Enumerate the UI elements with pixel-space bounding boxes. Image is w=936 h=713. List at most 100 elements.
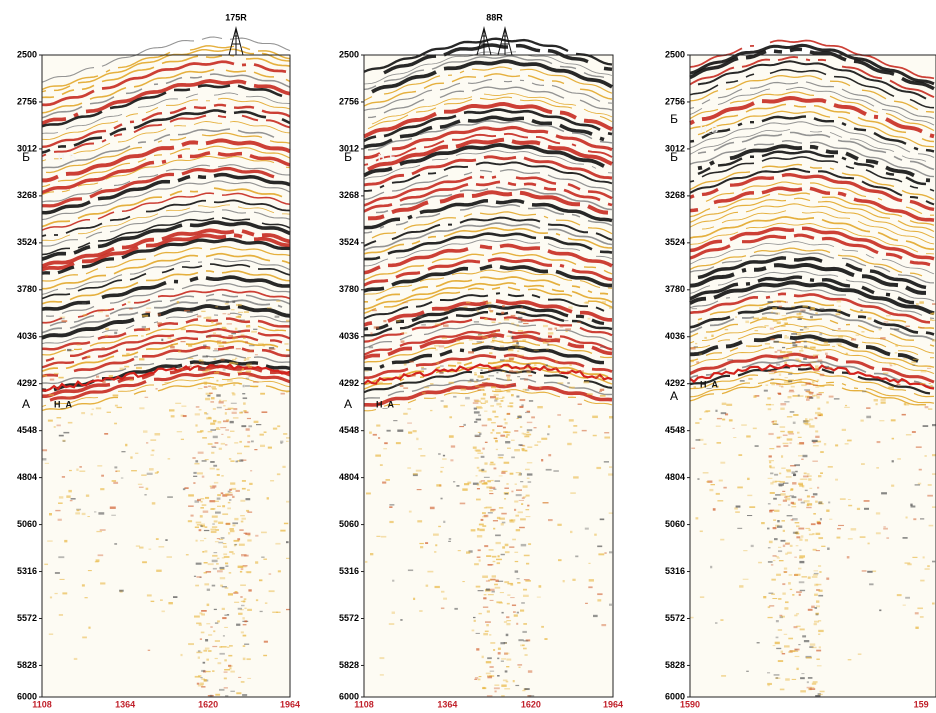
noise bbox=[782, 482, 789, 484]
noise bbox=[778, 550, 783, 553]
noise bbox=[148, 548, 152, 550]
noise bbox=[246, 325, 251, 328]
noise bbox=[456, 485, 460, 487]
noise bbox=[188, 643, 194, 646]
noise bbox=[741, 424, 747, 426]
noise bbox=[494, 480, 501, 482]
noise bbox=[242, 384, 245, 388]
noise bbox=[226, 646, 230, 648]
noise bbox=[781, 653, 786, 655]
noise bbox=[776, 383, 781, 386]
noise bbox=[234, 517, 239, 521]
noise bbox=[480, 455, 485, 458]
noise bbox=[478, 469, 483, 472]
noise bbox=[233, 408, 238, 411]
noise bbox=[516, 418, 519, 420]
noise bbox=[819, 501, 823, 503]
noise bbox=[476, 556, 481, 558]
noise bbox=[468, 351, 474, 354]
noise bbox=[280, 392, 285, 395]
noise bbox=[201, 310, 206, 313]
reflector bbox=[367, 120, 613, 151]
noise bbox=[433, 533, 439, 536]
noise bbox=[815, 532, 821, 535]
noise bbox=[366, 492, 371, 495]
noise bbox=[507, 582, 513, 585]
noise bbox=[456, 339, 460, 342]
noise bbox=[137, 483, 143, 485]
noise bbox=[557, 382, 564, 384]
noise bbox=[213, 608, 217, 611]
noise bbox=[237, 460, 240, 462]
noise bbox=[220, 358, 225, 361]
noise bbox=[803, 357, 807, 360]
noise bbox=[506, 335, 512, 337]
noise bbox=[836, 300, 842, 303]
noise bbox=[588, 579, 594, 582]
noise bbox=[124, 365, 130, 368]
noise bbox=[890, 419, 896, 422]
noise bbox=[515, 529, 521, 532]
noise bbox=[521, 404, 524, 407]
noise bbox=[476, 341, 483, 343]
noise bbox=[207, 695, 214, 697]
noise bbox=[770, 482, 774, 485]
noise bbox=[496, 402, 502, 406]
noise bbox=[401, 332, 408, 334]
noise bbox=[438, 453, 441, 456]
noise bbox=[778, 598, 782, 600]
noise bbox=[378, 437, 381, 439]
noise bbox=[747, 515, 753, 517]
noise bbox=[924, 455, 927, 457]
noise bbox=[815, 367, 820, 370]
noise bbox=[779, 426, 786, 428]
noise bbox=[435, 349, 438, 351]
noise bbox=[176, 431, 183, 433]
noise bbox=[417, 520, 423, 523]
noise bbox=[573, 425, 578, 427]
noise bbox=[212, 567, 217, 570]
noise bbox=[518, 499, 524, 501]
noise bbox=[229, 499, 232, 501]
noise bbox=[725, 413, 729, 416]
noise bbox=[243, 532, 247, 534]
noise bbox=[445, 390, 451, 392]
noise bbox=[151, 449, 155, 452]
noise bbox=[872, 570, 877, 573]
noise bbox=[782, 499, 787, 502]
noise bbox=[520, 300, 525, 302]
reflector bbox=[689, 310, 935, 341]
noise bbox=[527, 695, 532, 697]
reflector bbox=[689, 39, 935, 80]
noise bbox=[706, 481, 710, 483]
noise bbox=[243, 337, 246, 339]
noise bbox=[225, 429, 230, 431]
noise bbox=[526, 462, 533, 464]
reflector bbox=[41, 228, 291, 268]
noise bbox=[819, 518, 822, 521]
noise bbox=[523, 554, 530, 557]
reflector bbox=[41, 68, 291, 114]
noise bbox=[201, 504, 207, 507]
noise bbox=[491, 590, 495, 593]
noise bbox=[195, 424, 198, 427]
noise bbox=[369, 431, 372, 434]
noise bbox=[506, 413, 510, 415]
noise bbox=[608, 512, 614, 514]
noise bbox=[792, 395, 798, 397]
noise bbox=[478, 676, 482, 678]
noise bbox=[504, 487, 509, 489]
noise bbox=[721, 402, 727, 406]
noise bbox=[718, 479, 723, 482]
noise bbox=[460, 404, 465, 407]
noise bbox=[209, 500, 216, 503]
noise bbox=[803, 472, 807, 475]
noise bbox=[788, 574, 793, 576]
reflector bbox=[363, 243, 613, 275]
y-tick-label: 6000 bbox=[17, 691, 37, 701]
y-tick-label: 3268 bbox=[665, 190, 685, 200]
noise bbox=[42, 374, 48, 377]
reflector bbox=[371, 93, 613, 125]
noise bbox=[228, 532, 231, 535]
noise bbox=[276, 300, 281, 302]
